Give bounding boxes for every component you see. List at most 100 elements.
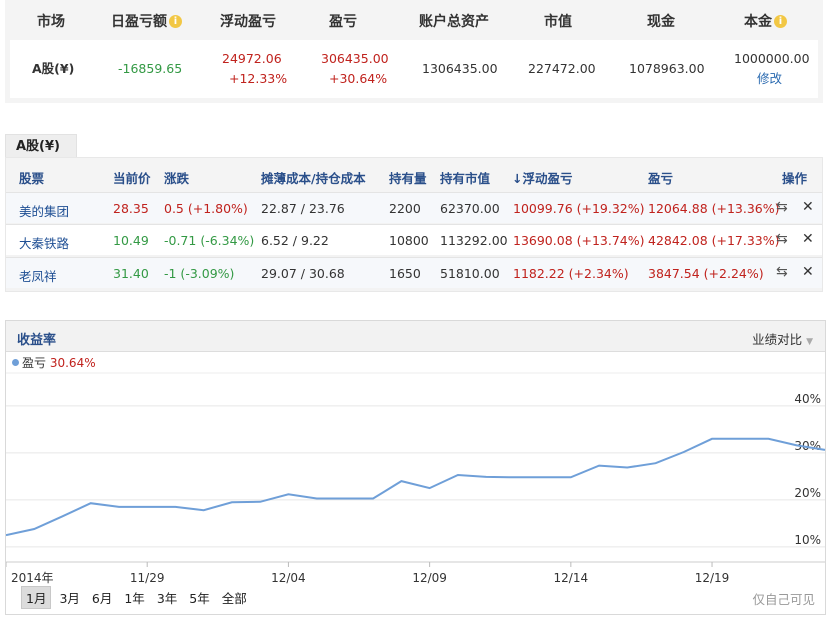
stock-change: -0.71 (-6.34%)	[164, 233, 255, 248]
stock-change: -1 (-3.09%)	[164, 266, 235, 281]
col-price[interactable]: 当前价	[113, 171, 151, 186]
stock-name[interactable]: 美的集团	[19, 204, 70, 219]
col-value[interactable]: 持有市值	[440, 171, 491, 186]
y-tick-label: 40%	[794, 392, 821, 406]
stock-value: 113292.00	[440, 233, 508, 248]
cash-value: 1078963.00	[629, 61, 705, 76]
stock-price: 28.35	[113, 201, 149, 216]
holdings-header-row: 股票 当前价 涨跌 摊薄成本/持仓成本 持有量 持有市值 ↓浮动盈亏 盈亏 操作	[6, 158, 822, 192]
compare-label: 业绩对比	[752, 332, 803, 347]
stock-name[interactable]: 大秦铁路	[19, 236, 70, 251]
summary-row: A股(¥) -16859.65 24972.06 +12.33% 306435.…	[10, 40, 818, 98]
header-daily-pl: 日盈亏额 i	[111, 11, 182, 31]
info-icon[interactable]: i	[774, 15, 787, 28]
stock-qty: 2200	[389, 201, 421, 216]
col-float-pl[interactable]: ↓浮动盈亏	[512, 168, 573, 187]
col-qty[interactable]: 持有量	[389, 171, 427, 186]
table-row[interactable]: 大秦铁路 10.49 -0.71 (-6.34%) 6.52 / 9.22 10…	[6, 224, 822, 255]
col-stock[interactable]: 股票	[19, 171, 45, 186]
stock-qty: 1650	[389, 266, 421, 281]
chart-header: 收益率 业绩对比 ▼	[6, 321, 825, 352]
stock-change: 0.5 (+1.80%)	[164, 201, 248, 216]
stock-cost: 29.07 / 30.68	[261, 266, 345, 281]
stock-name[interactable]: 老凤祥	[19, 269, 57, 284]
x-tick-label: 2014年	[11, 571, 54, 585]
col-cost[interactable]: 摊薄成本/持仓成本	[261, 171, 366, 186]
close-icon[interactable]: ✕	[802, 231, 814, 247]
chevron-down-icon: ▼	[806, 337, 813, 347]
header-cash: 现金	[647, 14, 675, 30]
transfer-icon[interactable]: ⇆	[776, 199, 788, 215]
table-row[interactable]: 老凤祥 31.40 -1 (-3.09%) 29.07 / 30.68 1650…	[6, 257, 822, 288]
stock-value: 62370.00	[440, 201, 500, 216]
range-button[interactable]: 6月	[91, 591, 113, 606]
sort-desc-icon: ↓	[512, 171, 523, 186]
close-icon[interactable]: ✕	[802, 264, 814, 280]
header-total-assets: 账户总资产	[419, 14, 489, 30]
range-button[interactable]: 3年	[156, 591, 178, 606]
range-button[interactable]: 全部	[221, 591, 247, 606]
transfer-icon[interactable]: ⇆	[776, 264, 788, 280]
float-pl-pct: +12.33%	[229, 71, 288, 86]
compare-dropdown[interactable]: 业绩对比 ▼	[752, 329, 813, 348]
stock-pl: 12064.88 (+13.36%)	[648, 201, 780, 216]
transfer-icon[interactable]: ⇆	[776, 231, 788, 247]
x-tick-label: 12/14	[554, 571, 589, 585]
market-name: A股(¥)	[32, 61, 75, 76]
stock-pl: 3847.54 (+2.24%)	[648, 266, 764, 281]
legend-dot-icon	[12, 359, 19, 366]
stock-float-pl: 10099.76 (+19.32%)	[513, 201, 645, 216]
range-selector: 1月 3月 6月 1年 3年 5年 全部	[21, 586, 255, 609]
legend-name: 盈亏	[22, 356, 47, 370]
stock-price: 10.49	[113, 233, 149, 248]
range-button[interactable]: 5年	[189, 591, 210, 606]
returns-chart-panel: 收益率 业绩对比 ▼ 10% 20% 30% 40% 2014年 11/29 12/04 12…	[5, 320, 826, 615]
holdings-table: 股票 当前价 涨跌 摊薄成本/持仓成本 持有量 持有市值 ↓浮动盈亏 盈亏 操作…	[5, 157, 823, 292]
header-market: 市场	[37, 14, 65, 30]
pl-amount: 306435.00	[321, 51, 389, 66]
total-assets-value: 1306435.00	[422, 61, 498, 76]
stock-cost: 22.87 / 23.76	[261, 201, 345, 216]
y-tick-label: 10%	[794, 533, 821, 547]
x-tick-label: 12/19	[695, 571, 730, 585]
x-tick-label: 11/29	[130, 571, 165, 585]
market-value-value: 227472.00	[528, 61, 596, 76]
pl-pct: +30.64%	[329, 71, 388, 86]
col-float-pl-label: 浮动盈亏	[522, 171, 573, 186]
range-button[interactable]: 3月	[59, 591, 80, 606]
float-pl-amount: 24972.06	[222, 51, 282, 66]
info-icon[interactable]: i	[169, 15, 182, 28]
header-market-value: 市值	[544, 14, 572, 30]
principal-value: 1000000.00	[734, 51, 810, 66]
header-pl: 盈亏	[329, 14, 357, 30]
x-tick-label: 12/09	[412, 571, 447, 585]
col-change[interactable]: 涨跌	[164, 171, 190, 186]
range-button[interactable]: 1年	[124, 591, 145, 606]
chart-legend: 盈亏 30.64%	[12, 354, 96, 371]
visibility-note: 仅自己可见	[752, 592, 815, 607]
stock-value: 51810.00	[440, 266, 500, 281]
y-tick-label: 20%	[794, 486, 821, 500]
tab-a-shares[interactable]: A股(¥)	[5, 134, 77, 158]
daily-pl-value: -16859.65	[118, 61, 183, 76]
stock-float-pl: 13690.08 (+13.74%)	[513, 233, 645, 248]
y-tick-label: 30%	[794, 439, 821, 453]
header-float-pl: 浮动盈亏	[220, 14, 276, 30]
stock-float-pl: 1182.22 (+2.34%)	[513, 266, 629, 281]
col-pl[interactable]: 盈亏	[648, 171, 674, 186]
chart-title: 收益率	[17, 333, 57, 348]
stock-pl: 42842.08 (+17.33%)	[648, 233, 780, 248]
x-tick-label: 12/04	[271, 571, 306, 585]
header-principal-label: 本金	[744, 14, 772, 30]
account-summary-panel: 市场 日盈亏额 i 浮动盈亏 盈亏 账户总资产 市值 现金 本金 i A股(¥) -…	[5, 0, 823, 103]
legend-value: 30.64%	[49, 356, 96, 370]
edit-principal-link[interactable]: 修改	[757, 71, 783, 86]
close-icon[interactable]: ✕	[802, 199, 814, 215]
header-daily-pl-label: 日盈亏额	[111, 14, 167, 30]
stock-qty: 10800	[389, 233, 429, 248]
header-principal: 本金 i	[744, 11, 787, 31]
series-line-pl	[6, 437, 826, 537]
stock-price: 31.40	[113, 266, 149, 281]
table-row[interactable]: 美的集团 28.35 0.5 (+1.80%) 22.87 / 23.76 22…	[6, 192, 822, 223]
range-button[interactable]: 1月	[21, 586, 52, 609]
